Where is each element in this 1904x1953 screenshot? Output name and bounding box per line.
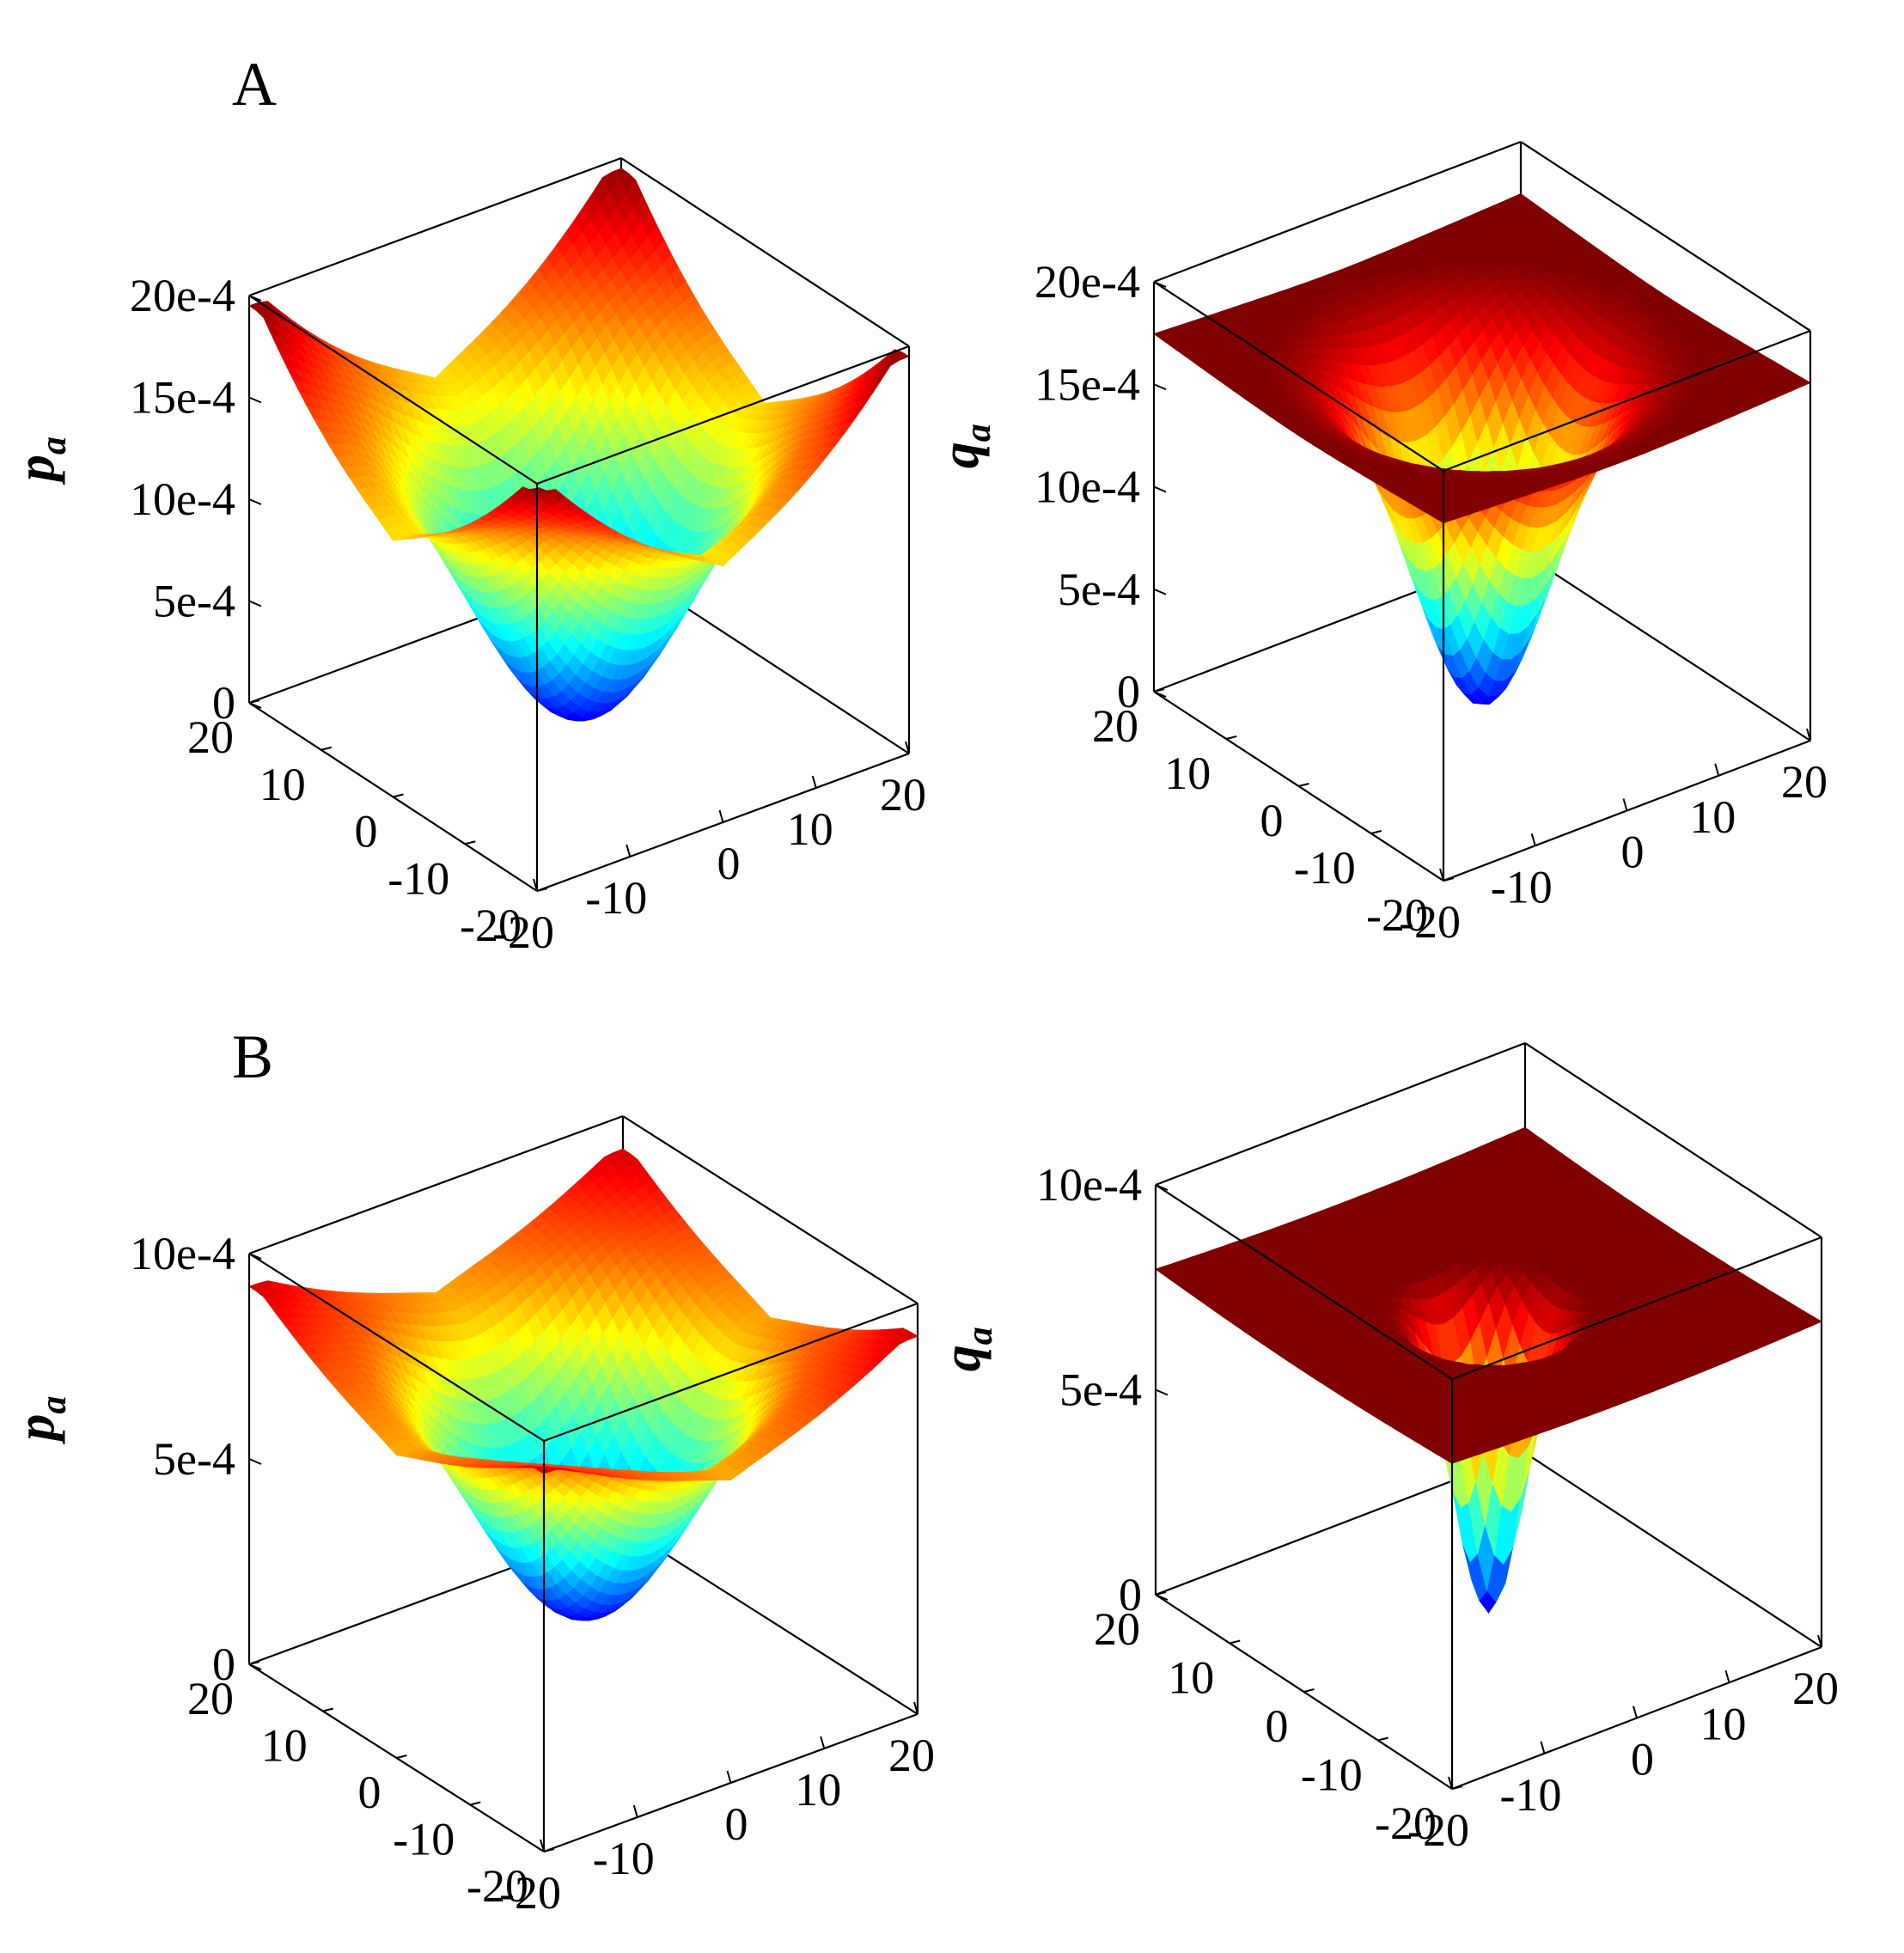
- x-tick-label: 0: [717, 838, 741, 889]
- y-tick-label: 0: [358, 1767, 381, 1818]
- x-tick: [626, 845, 630, 857]
- x-tick: [1532, 833, 1535, 845]
- x-tick-label: -20: [1399, 896, 1461, 948]
- y-tick: [394, 795, 404, 797]
- y-tick: [323, 1709, 333, 1712]
- y-tick-label: 10: [1164, 748, 1211, 799]
- z-axis-label: pa: [7, 1396, 74, 1445]
- panel-label-a: A: [232, 53, 277, 115]
- x-tick-label: 20: [880, 769, 926, 821]
- x-tick: [1624, 799, 1627, 811]
- z-tick-label: 20e-4: [130, 270, 235, 321]
- z-tick-label: 10e-4: [1034, 461, 1140, 513]
- z-tick-label: 15e-4: [130, 372, 235, 424]
- x-tick-label: -10: [593, 1833, 655, 1884]
- x-tick: [821, 1736, 824, 1749]
- x-tick: [1715, 764, 1718, 776]
- x-tick-label: 20: [888, 1730, 935, 1781]
- y-tick-label: 20: [1092, 700, 1138, 752]
- y-tick-label: 10: [261, 1720, 308, 1772]
- x-tick-label: -20: [499, 1867, 561, 1919]
- x-tick-label: -20: [492, 906, 554, 958]
- x-tick-label: -10: [585, 872, 647, 924]
- y-tick: [321, 748, 332, 750]
- x-tick-label: 10: [795, 1764, 841, 1816]
- z-tick-label: 5e-4: [1058, 564, 1140, 615]
- x-tick-label: 10: [787, 803, 833, 855]
- x-tick-label: 10: [1689, 791, 1736, 843]
- y-tick: [397, 1755, 407, 1758]
- surface-panel-1: 05e-410e-415e-420e-420100-10-20-20-10010…: [7, 158, 926, 958]
- z-axis-label-subscript: a: [34, 1396, 74, 1414]
- z-tick: [249, 1459, 261, 1464]
- surface-mesh: [249, 168, 909, 721]
- z-tick-label: 5e-4: [153, 576, 235, 627]
- z-tick-label: 10e-4: [130, 1228, 235, 1279]
- y-tick-label: 20: [187, 711, 234, 763]
- z-tick: [1154, 589, 1166, 595]
- y-tick: [465, 841, 475, 844]
- x-tick: [634, 1805, 638, 1817]
- y-tick-label: 20: [187, 1673, 234, 1724]
- y-tick-label: 0: [1260, 795, 1284, 846]
- y-tick: [470, 1803, 480, 1805]
- z-tick: [1154, 487, 1166, 492]
- z-axis-label-subscript: a: [959, 424, 998, 442]
- panel-label-b: B: [232, 1026, 273, 1088]
- y-tick: [1299, 784, 1309, 786]
- x-tick-label: 20: [1781, 756, 1828, 808]
- y-tick-label: -10: [388, 852, 449, 904]
- z-tick: [249, 398, 261, 403]
- x-tick-label: 0: [1621, 827, 1645, 878]
- y-tick-label: 0: [355, 806, 378, 857]
- x-tick: [813, 776, 816, 788]
- x-tick: [720, 810, 723, 822]
- y-tick-label: -10: [393, 1814, 455, 1865]
- z-tick-label: 15e-4: [1034, 358, 1140, 410]
- z-axis-label: qa: [931, 424, 998, 468]
- z-axis-label: pa: [7, 436, 74, 485]
- z-axis-label-subscript: a: [34, 436, 74, 455]
- box-back-edge: [1521, 552, 1810, 741]
- z-tick-label: 10e-4: [130, 473, 235, 525]
- box-back-edge: [1525, 1453, 1822, 1647]
- surface-mesh: [1156, 1127, 1822, 1613]
- surface-panel-2: 05e-410e-415e-420e-420100-10-20-20-10010…: [931, 142, 1828, 948]
- z-tick: [249, 499, 261, 504]
- x-tick: [728, 1771, 731, 1783]
- y-tick: [1226, 736, 1236, 739]
- z-tick: [1154, 384, 1166, 389]
- y-tick-label: 10: [259, 759, 306, 810]
- x-tick-label: -10: [1491, 861, 1553, 912]
- surface-mesh: [1154, 194, 1810, 705]
- x-tick-label: 0: [725, 1798, 748, 1850]
- y-tick-label: -10: [1294, 842, 1356, 894]
- y-tick: [1371, 831, 1382, 833]
- z-tick-label: 20e-4: [1034, 256, 1140, 308]
- z-tick-label: 5e-4: [153, 1433, 235, 1485]
- z-tick: [249, 601, 261, 607]
- surface-mesh: [249, 1149, 918, 1620]
